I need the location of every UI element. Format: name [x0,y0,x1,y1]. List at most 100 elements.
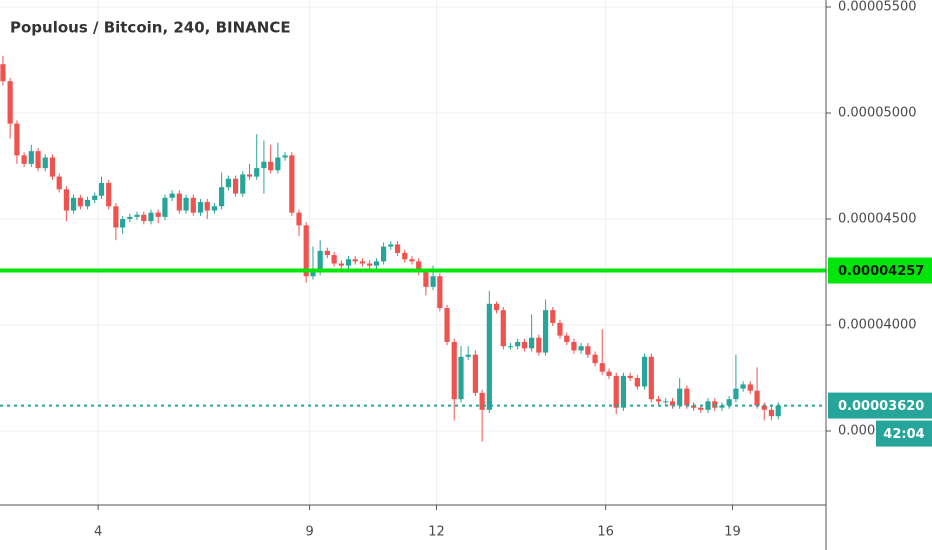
candle-body [190,197,196,213]
candle-body [768,409,775,417]
candle-body [21,155,27,164]
candle-body [641,356,648,387]
candle-body [423,272,429,287]
candle-body [712,401,718,408]
overlay: 0.00004257 0.00003620 42:04 [0,257,932,447]
candle-body [70,197,77,211]
candle-body [444,308,450,342]
candle-body [261,161,267,169]
candle-body [507,346,514,348]
candle-body [359,261,366,264]
candle-body [529,337,535,349]
candle-body [324,250,330,256]
candle-body [289,155,295,213]
candle-body [388,244,394,247]
candle-body [331,255,337,264]
y-tick-label: 0.00005000 [838,105,917,120]
price-label-box [828,257,932,284]
candle-body [655,399,662,402]
candle-body [698,407,704,410]
candle-body [7,81,13,124]
candle-body [394,244,401,253]
candle-body [42,157,48,169]
candle-body [500,310,506,347]
candle-body [282,155,288,158]
candle-body [479,392,485,410]
candle-body [536,337,542,353]
candle-body [127,216,133,220]
candle-body [740,384,746,389]
candle-body [592,354,598,364]
candle-body [162,197,168,217]
candle-body [275,157,281,171]
candle-body [84,199,91,207]
candle-body [338,263,344,266]
candle-body [113,206,119,228]
x-tick-label: 16 [597,525,614,540]
candle-body [465,354,471,357]
candle-body [416,261,422,273]
candle-body [747,384,753,391]
countdown: 42:04 [883,427,924,442]
candle-body [148,212,154,222]
candle-body [726,399,732,406]
candle-body [451,341,457,400]
candle-body [458,356,464,400]
candle-body [648,356,654,400]
candle-body [268,161,274,171]
candle-body [35,151,41,169]
candle-body [437,276,443,309]
candle-body [254,168,260,177]
candle-body [550,310,556,323]
candle-body [761,405,767,410]
price-label-box [828,392,932,419]
candle-body [754,390,760,406]
candle-body [98,182,105,196]
candle-body [49,157,56,177]
candle-body [310,272,316,277]
candle-body [120,219,126,228]
candle-body [77,197,83,207]
candle-body [613,375,619,408]
candle-body [56,176,62,190]
candle-body [204,202,210,211]
candle-body [176,193,182,211]
candle-body [775,405,781,417]
candle-body [141,214,147,222]
candle-body [63,189,70,211]
candle-body [627,375,633,379]
candle-body [557,322,563,336]
candle-body [303,225,309,277]
candle-body [663,401,669,403]
candle-body [564,335,570,342]
candle-body [578,346,584,351]
candle-body [521,341,528,349]
candle-body [197,202,204,213]
candle-body [571,341,577,351]
candle-body [246,174,253,177]
candle-body [430,276,436,287]
y-tick-label: 0.00004000 [838,318,917,333]
candle-body [719,405,725,408]
candle-body [106,182,112,207]
candle-body [92,195,98,200]
price-label: 0.00004257 [838,264,924,279]
y-tick-label: 0.00005500 [838,0,917,14]
candle-body [317,250,323,273]
candle-body [134,214,140,217]
candle-body [373,261,380,266]
x-tick-label: 9 [305,525,313,540]
candle-body [225,178,231,188]
candle-body [352,259,358,262]
candle-body [515,341,521,347]
candle-body [409,259,415,262]
candle-body [169,193,175,198]
candle-body [493,303,500,311]
candle-body [486,303,492,410]
candle-body [542,310,549,353]
candle-body [634,378,640,387]
candle-body [296,212,302,226]
price-label: 0.00003620 [838,399,924,414]
candle-body [0,64,6,82]
candle-body [232,178,239,194]
